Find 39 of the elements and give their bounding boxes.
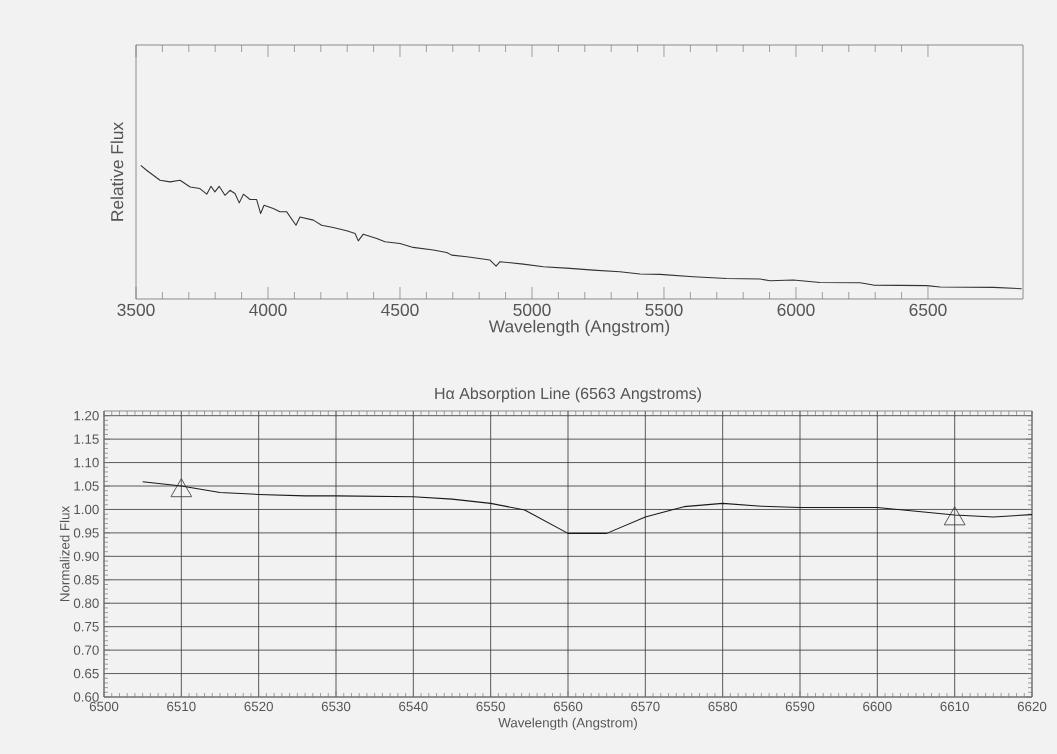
y-tick-label: 1.05 <box>74 481 99 491</box>
x-tick-label: 6520 <box>244 701 273 712</box>
y-tick-label: 0.95 <box>73 528 99 538</box>
x-tick-label: 5000 <box>513 303 551 316</box>
x-tick-label: 6510 <box>167 701 196 712</box>
x-tick-label: 6580 <box>708 701 737 712</box>
x-tick-label: 6600 <box>863 701 892 712</box>
y-axis-title: Relative Flux <box>110 122 124 221</box>
y-tick-label: 1.00 <box>74 504 99 515</box>
y-tick-label: 0.65 <box>73 668 99 679</box>
line-series <box>142 481 1033 534</box>
y-tick-label: 1.20 <box>74 410 99 421</box>
x-tick-label: 6570 <box>631 701 660 712</box>
x-tick-label: 6530 <box>321 701 351 712</box>
y-tick-label: 1.15 <box>74 434 99 444</box>
y-tick-label: 0.85 <box>73 575 99 585</box>
y-tick-label: 0.70 <box>73 645 99 655</box>
x-tick-label: 6000 <box>777 303 815 316</box>
x-tick-label: 4000 <box>249 303 287 316</box>
x-tick-label: 6620 <box>1017 701 1047 712</box>
x-tick-label: 6500 <box>909 303 947 316</box>
x-tick-label: 5500 <box>645 303 683 316</box>
x-tick-label: 6540 <box>399 701 428 712</box>
y-tick-label: 0.60 <box>73 692 99 702</box>
y-tick-label: 0.90 <box>73 551 99 562</box>
x-tick-label: 4500 <box>381 303 419 316</box>
x-tick-label: 6560 <box>553 701 583 712</box>
y-axis-title: Normalized Flux <box>59 506 70 602</box>
x-tick-label: 3500 <box>117 303 155 316</box>
y-tick-label: 0.80 <box>73 598 99 608</box>
y-tick-label: 1.10 <box>74 457 99 468</box>
x-tick-label: 6610 <box>940 701 969 712</box>
chart-title: Hα Absorption Line (6563 Angstroms) <box>435 387 701 403</box>
x-tick-label: 6500 <box>89 701 119 712</box>
x-tick-label: 6550 <box>476 701 505 712</box>
y-tick-label: 0.75 <box>73 621 99 632</box>
x-axis-title: Wavelength (Angstrom) <box>498 717 637 731</box>
x-axis-title: Wavelength (Angstrom) <box>488 319 670 336</box>
x-tick-label: 6590 <box>785 701 815 712</box>
